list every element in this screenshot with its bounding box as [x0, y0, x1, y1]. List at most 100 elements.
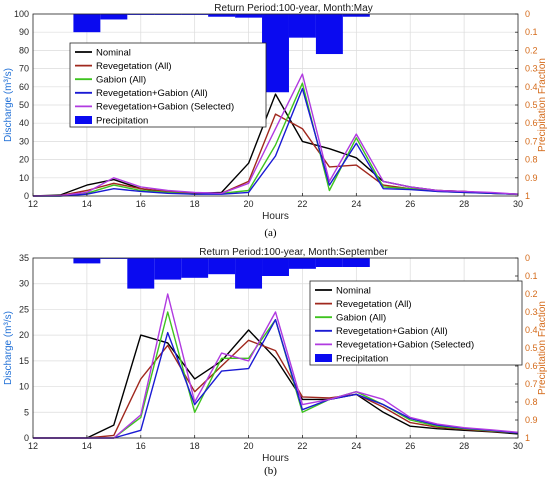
precipitation-bar — [288, 258, 316, 269]
legend-label: Precipitation — [336, 353, 388, 364]
x-tick-label: 14 — [82, 441, 92, 451]
precipitation-bars — [73, 258, 370, 289]
precipitation-bar — [181, 14, 209, 15]
y-right-axis-title: Precipitation Fraction — [537, 301, 548, 395]
y-right-tick-label: 0.8 — [525, 155, 538, 165]
precipitation-bar — [235, 258, 263, 289]
y-tick-label: 50 — [19, 100, 29, 110]
y-tick-label: 30 — [19, 279, 29, 289]
x-tick-label: 16 — [136, 199, 146, 209]
precipitation-bar — [235, 14, 263, 18]
precipitation-bar — [262, 14, 289, 93]
y-right-tick-label: 0.2 — [525, 289, 538, 299]
x-tick-label: 26 — [405, 199, 415, 209]
legend-swatch-precipitation — [315, 354, 332, 362]
precipitation-bar — [208, 14, 236, 17]
precipitation-bars — [73, 14, 370, 93]
y-right-tick-label: 0 — [525, 253, 530, 263]
y-tick-label: 80 — [19, 45, 29, 55]
legend-label: Gabion (All) — [96, 75, 146, 86]
y-tick-label: 40 — [19, 118, 29, 128]
precipitation-bar — [342, 14, 370, 17]
y-right-tick-label: 0.1 — [525, 27, 538, 37]
x-axis-title: Hours — [262, 211, 289, 222]
y-tick-label: 25 — [19, 304, 29, 314]
precipitation-bar — [315, 14, 343, 55]
y-right-tick-label: 0.3 — [525, 64, 538, 74]
x-tick-labels: 12 14 16 18 20 22 24 26 28 30 — [28, 435, 523, 451]
y-tick-labels: 0 5 10 15 20 25 30 35 — [19, 253, 29, 443]
series-line-nominal — [33, 329, 519, 439]
x-tick-labels: 12 14 16 18 20 22 24 26 28 30 — [28, 193, 523, 209]
chart-title: Return Period:100-year, Month:September — [199, 247, 388, 258]
series-line-revegetation — [33, 339, 519, 439]
series-lines — [32, 73, 519, 197]
x-tick-label: 24 — [351, 441, 361, 451]
x-axis-title: Hours — [262, 453, 289, 464]
series-line-reveg_gabion_all — [33, 87, 519, 197]
y-right-tick-labels: 0 0.1 0.2 0.3 0.4 0.5 0.6 0.7 0.8 0.9 1 — [515, 9, 538, 201]
x-tick-label: 22 — [297, 199, 307, 209]
y-right-tick-label: 0.5 — [525, 343, 538, 353]
x-tick-label: 26 — [405, 441, 415, 451]
precipitation-bar — [262, 258, 289, 276]
y-right-tick-label: 0.4 — [525, 82, 538, 92]
legend-label: Revegetation (All) — [336, 299, 412, 310]
legend-label: Precipitation — [96, 115, 148, 126]
y-tick-label: 100 — [14, 9, 29, 19]
legend: Nominal Revegetation (All) Gabion (All) Rev… — [69, 42, 267, 128]
precipitation-bar — [154, 258, 182, 280]
precipitation-bar — [315, 258, 343, 267]
y-right-tick-label: 0.6 — [525, 361, 538, 371]
x-tick-label: 16 — [136, 441, 146, 451]
y-right-tick-label: 1 — [525, 433, 530, 443]
y-right-tick-label: 0.8 — [525, 397, 538, 407]
y-axis-title: Discharge (m³/s) — [3, 311, 14, 385]
legend-box — [309, 280, 523, 366]
y-right-tick-label: 0.7 — [525, 379, 538, 389]
y-tick-label: 0 — [24, 191, 29, 201]
y-right-axis-title: Precipitation Fraction — [537, 58, 548, 152]
legend-label: Revegetation+Gabion (All) — [336, 326, 448, 337]
precipitation-bar — [100, 14, 128, 20]
precipitation-bar — [288, 14, 316, 38]
y-tick-label: 35 — [19, 253, 29, 263]
x-tick-label: 12 — [28, 199, 38, 209]
y-right-tick-label: 0.6 — [525, 118, 538, 128]
legend-label: Nominal — [336, 285, 371, 296]
y-tick-label: 60 — [19, 82, 29, 92]
legend-label: Revegetation (All) — [96, 61, 172, 72]
y-axis-title: Discharge (m³/s) — [3, 68, 14, 142]
legend-label: Revegetation+Gabion (All) — [96, 88, 208, 99]
legend-label: Nominal — [96, 47, 131, 58]
precipitation-bar — [73, 14, 101, 33]
y-right-tick-label: 0.1 — [525, 271, 538, 281]
series-line-reveg_gabion_selected — [32, 73, 519, 197]
precipitation-bar — [127, 258, 155, 289]
precipitation-bar — [100, 258, 128, 259]
y-right-tick-label: 0.3 — [525, 307, 538, 317]
x-tick-label: 24 — [351, 199, 361, 209]
legend-label: Revegetation+Gabion (Selected) — [96, 102, 234, 113]
y-tick-label: 5 — [24, 407, 29, 417]
x-tick-label: 14 — [82, 199, 92, 209]
y-tick-label: 20 — [19, 330, 29, 340]
legend-swatch-precipitation — [75, 116, 92, 124]
precipitation-bar — [73, 258, 101, 264]
x-tick-label: 28 — [459, 441, 469, 451]
x-tick-label: 20 — [244, 199, 254, 209]
legend-box — [69, 42, 267, 128]
y-tick-label: 20 — [19, 155, 29, 165]
panel-b: 12 14 16 18 20 22 24 26 28 30 0 5 10 15 20 25 30 35 0 0.1 0.… — [3, 247, 548, 477]
x-tick-label: 22 — [297, 441, 307, 451]
y-right-tick-label: 0.9 — [525, 173, 538, 183]
legend-label: Revegetation+Gabion (Selected) — [336, 340, 474, 351]
y-right-tick-label: 1 — [525, 191, 530, 201]
precipitation-bar — [181, 258, 209, 278]
x-tick-label: 20 — [244, 441, 254, 451]
precipitation-bar — [208, 258, 236, 275]
y-tick-label: 90 — [19, 27, 29, 37]
panel-label: (a) — [264, 227, 277, 239]
x-tick-label: 30 — [513, 441, 523, 451]
